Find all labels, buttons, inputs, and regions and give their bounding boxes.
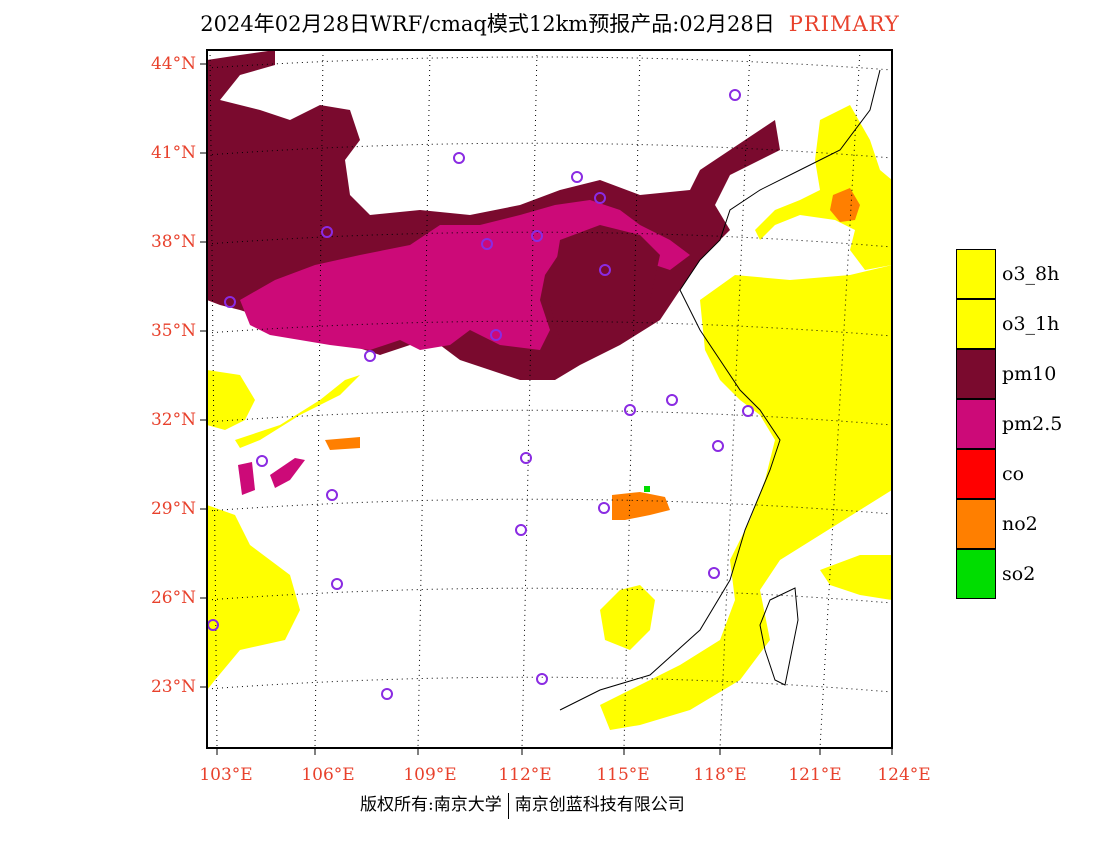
legend-swatch — [956, 449, 996, 499]
lon-label-118: 118°E — [693, 765, 747, 785]
legend-swatch — [956, 499, 996, 549]
lat-label-41: 41°N — [150, 143, 196, 163]
no2-patch-sichuan — [325, 437, 360, 450]
footer-separator — [507, 792, 509, 819]
taiwan-outline — [759, 587, 799, 686]
lat-label-35: 35°N — [150, 321, 196, 341]
copyright-footer: 版权所有:南京大学 南京创蓝科技有限公司 — [360, 790, 685, 819]
station-marker — [481, 238, 493, 250]
axis-ticks — [200, 63, 893, 755]
title-text: 2024年02月28日WRF/cmaq模式12km预报产品:02月28日 — [200, 12, 775, 36]
legend-label: o3_1h — [1002, 313, 1060, 335]
lat-label-23: 23°N — [150, 677, 196, 697]
station-marker — [326, 489, 338, 501]
station-marker — [331, 578, 343, 590]
legend-label: o3_8h — [1002, 263, 1060, 285]
o3-region-east-sea — [600, 265, 892, 730]
legend-label: so2 — [1002, 563, 1036, 585]
legend-label: no2 — [1002, 513, 1038, 535]
legend-label: co — [1002, 463, 1025, 485]
title-primary-tag: PRIMARY — [788, 12, 900, 36]
coastline-east — [559, 69, 881, 711]
station-marker — [453, 152, 465, 164]
lon-label-124: 124°E — [877, 765, 931, 785]
so2-patch — [644, 486, 650, 492]
legend-label: pm10 — [1002, 363, 1057, 385]
lon-label-121: 121°E — [788, 765, 842, 785]
station-marker — [666, 394, 678, 406]
legend-swatch — [956, 549, 996, 599]
o3-region-northeast — [755, 105, 892, 270]
lon-label-106: 106°E — [301, 765, 355, 785]
no2-patch-east-central — [612, 492, 670, 520]
lon-label-103: 103°E — [199, 765, 253, 785]
o3-region-east-far — [820, 555, 892, 600]
station-marker — [515, 524, 527, 536]
station-marker — [321, 226, 333, 238]
station-marker — [571, 171, 583, 183]
station-marker — [256, 455, 268, 467]
station-marker — [520, 452, 532, 464]
lat-label-32: 32°N — [150, 410, 196, 430]
station-marker — [531, 230, 543, 242]
station-marker — [490, 329, 502, 341]
station-marker — [536, 673, 548, 685]
no2-patch-northeast — [830, 188, 860, 222]
map-frame — [206, 49, 893, 749]
copyright-company: 南京创蓝科技有限公司 — [514, 795, 685, 815]
station-marker — [381, 688, 393, 700]
lat-label-38: 38°N — [150, 232, 196, 252]
o3-region-west-mid — [207, 370, 255, 430]
station-marker — [364, 350, 376, 362]
station-marker — [729, 89, 741, 101]
o3-region-southeast-coast — [600, 585, 655, 650]
pm25-patch-sichuan — [270, 458, 305, 488]
o3-band-central — [235, 375, 360, 448]
legend-swatch — [956, 249, 996, 299]
lon-label-115: 115°E — [596, 765, 650, 785]
legend-label: pm2.5 — [1002, 413, 1063, 435]
legend-swatch — [956, 299, 996, 349]
station-marker — [599, 264, 611, 276]
station-marker — [624, 404, 636, 416]
station-markers — [207, 89, 754, 700]
pm10-patches-central — [550, 225, 660, 345]
station-marker — [742, 405, 754, 417]
station-marker — [598, 502, 610, 514]
station-marker — [224, 296, 236, 308]
lat-label-26: 26°N — [150, 588, 196, 608]
legend-swatch — [956, 349, 996, 399]
copyright-owner: 版权所有:南京大学 — [360, 795, 502, 815]
station-marker — [712, 440, 724, 452]
lat-label-29: 29°N — [150, 499, 196, 519]
lat-label-44: 44°N — [150, 54, 196, 74]
legend-swatch — [956, 399, 996, 449]
map-title: 2024年02月28日WRF/cmaq模式12km预报产品:02月28日 PRIM… — [0, 8, 1100, 38]
o3-region-west-lower — [207, 505, 300, 690]
station-marker — [594, 192, 606, 204]
lon-label-112: 112°E — [498, 765, 552, 785]
lon-label-109: 109°E — [403, 765, 457, 785]
station-marker — [708, 567, 720, 579]
pm25-patch-southwest — [238, 462, 255, 495]
